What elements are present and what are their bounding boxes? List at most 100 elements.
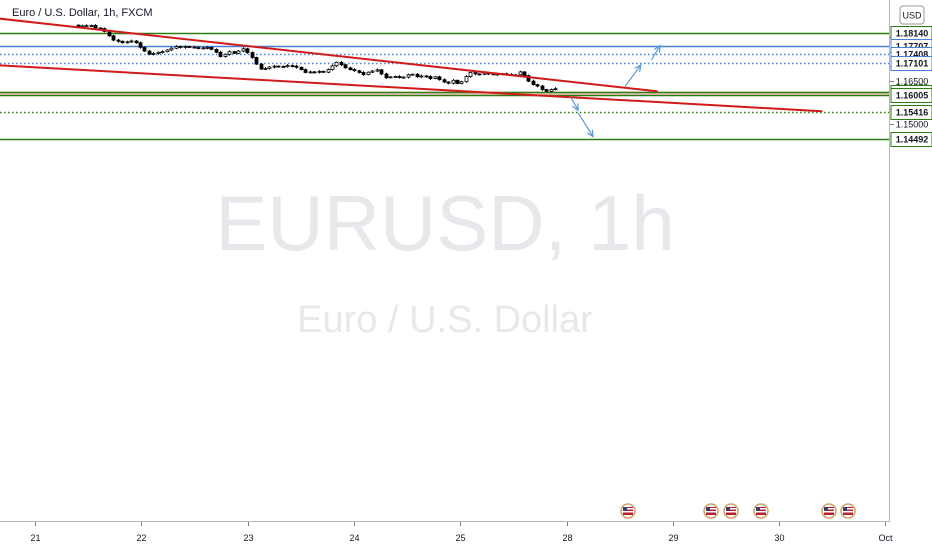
candle-body [277, 66, 280, 67]
watermark-symbol: EURUSD, 1h [215, 179, 674, 267]
level-price-label: 1.14492 [896, 135, 929, 145]
price-axis-tick-label: 1.15000 [896, 120, 929, 130]
candle-body [224, 54, 227, 56]
candle-body [215, 49, 218, 52]
candle-body [202, 48, 205, 49]
candle-body [179, 46, 182, 47]
candle-body [108, 31, 111, 35]
candle-body [474, 72, 477, 73]
time-axis-tick-label: 23 [243, 533, 253, 543]
event-flag-icon[interactable] [704, 504, 718, 518]
candle-body [434, 77, 437, 79]
candle-body [282, 66, 285, 67]
candle-body [304, 70, 307, 73]
candle-body [300, 67, 303, 69]
candle-body [344, 65, 347, 68]
candle-body [532, 81, 535, 84]
candle-body [161, 52, 164, 53]
candle-body [523, 72, 526, 76]
candle-body [295, 66, 298, 67]
level-price-label: 1.16005 [896, 91, 929, 101]
candle-body [327, 70, 330, 73]
time-axis-tick-label: 28 [562, 533, 572, 543]
candle-body [416, 74, 419, 77]
candle-body [443, 80, 446, 82]
time-axis-tick-label: 21 [30, 533, 40, 543]
candle-body [385, 74, 388, 78]
candle-body [438, 77, 441, 80]
event-flag-icon[interactable] [754, 504, 768, 518]
event-flag-icon[interactable] [621, 504, 635, 518]
level-price-label: 1.18140 [896, 29, 929, 39]
candle-body [452, 80, 455, 83]
candle-body [380, 70, 383, 74]
candle-body [126, 42, 129, 43]
candle-body [349, 68, 352, 70]
candle-body [331, 66, 334, 70]
candle-body [309, 72, 312, 73]
candle-body [264, 68, 267, 69]
candle-body [460, 82, 463, 84]
candle-body [425, 76, 428, 77]
candle-body [90, 25, 93, 26]
candle-body [157, 52, 160, 53]
candle-body [112, 36, 115, 40]
candle-body [135, 41, 138, 43]
candle-body [166, 50, 169, 52]
candle-body [152, 53, 155, 54]
candle-body [394, 77, 397, 78]
candle-body [130, 41, 133, 42]
chart-title: Euro / U.S. Dollar, 1h, FXCM [12, 7, 153, 19]
candle-body [251, 53, 254, 58]
currency-button[interactable]: USD [900, 6, 924, 24]
candle-body [85, 26, 88, 27]
candle-body [469, 72, 472, 76]
candle-body [407, 75, 410, 77]
candle-body [519, 72, 522, 75]
candle-body [255, 57, 258, 64]
candle-body [291, 66, 294, 67]
time-axis-tick-label: 30 [774, 533, 784, 543]
candle-body [411, 74, 414, 75]
candle-body [139, 43, 142, 48]
candle-body [340, 62, 343, 64]
level-price-label: 1.15416 [896, 108, 929, 118]
event-flag-icon[interactable] [724, 504, 738, 518]
candle-body [233, 52, 236, 54]
candle-body [376, 70, 379, 71]
candle-body [402, 77, 405, 78]
candle-body [465, 77, 468, 82]
level-price-label: 1.17101 [896, 59, 929, 69]
candle-body [358, 71, 361, 73]
candle-body [456, 80, 459, 83]
candle-body [313, 72, 316, 73]
price-axis[interactable]: 1.180001.175001.170001.165001.155001.150… [890, 0, 932, 522]
candle-body [117, 40, 120, 41]
watermark-description: Euro / U.S. Dollar [297, 299, 593, 341]
candle-body [545, 90, 548, 92]
candle-body [367, 72, 370, 74]
candle-body [77, 25, 80, 26]
candle-body [219, 52, 222, 56]
time-axis-tick-label: 24 [349, 533, 359, 543]
candle-body [554, 89, 557, 90]
candle-body [335, 62, 338, 65]
time-axis-tick-label: 25 [455, 533, 465, 543]
candle-body [536, 85, 539, 86]
time-axis-tick-label: Oct [878, 533, 893, 543]
event-flag-icon[interactable] [822, 504, 836, 518]
candle-body [362, 72, 365, 74]
candle-body [188, 46, 191, 47]
candle-body [389, 77, 392, 78]
time-axis-tick-label: 29 [668, 533, 678, 543]
currency-button-label: USD [902, 11, 922, 21]
event-flag-icon[interactable] [841, 504, 855, 518]
candle-body [148, 51, 151, 54]
candle-body [143, 47, 146, 51]
candle-body [237, 51, 240, 53]
candle-body [420, 76, 423, 77]
candle-body [210, 47, 213, 49]
candle-body [94, 25, 97, 28]
candle-body [197, 48, 200, 49]
